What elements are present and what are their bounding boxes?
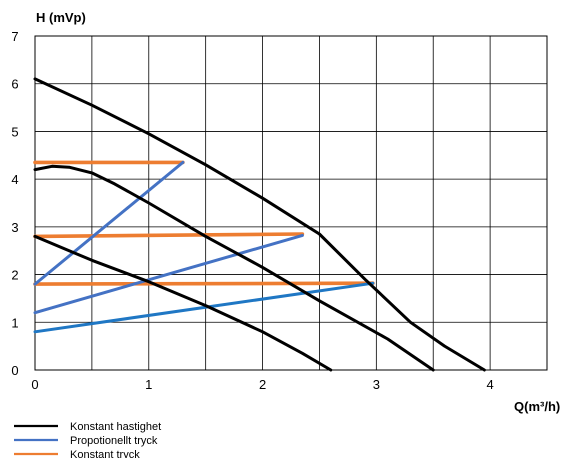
series-line xyxy=(33,234,333,372)
tick-labels: 0 1 2 3 4 0 1 2 3 4 5 6 7 xyxy=(11,29,493,392)
y-tick-label: 7 xyxy=(11,29,18,44)
series-line xyxy=(33,160,185,286)
series-line xyxy=(33,281,375,286)
x-tick-label: 4 xyxy=(486,377,493,392)
x-axis-title: Q(m³/h) xyxy=(514,399,560,414)
y-axis-title: H (mVp) xyxy=(36,10,86,25)
series-line xyxy=(33,281,375,334)
x-tick-label: 0 xyxy=(31,377,38,392)
series-line xyxy=(33,164,435,372)
legend: Konstant hastighet Propotionellt tryck Kon… xyxy=(14,421,161,458)
y-tick-label: 2 xyxy=(11,268,18,283)
x-tick-label: 3 xyxy=(373,377,380,392)
legend-label: Propotionellt tryck xyxy=(70,435,158,447)
y-tick-label: 0 xyxy=(11,363,18,378)
y-tick-label: 5 xyxy=(11,124,18,139)
y-tick-label: 1 xyxy=(11,315,18,330)
series-layer xyxy=(33,77,486,372)
y-tick-label: 6 xyxy=(11,77,18,92)
series-line xyxy=(33,77,486,372)
y-tick-label: 4 xyxy=(11,172,18,187)
grid xyxy=(34,35,548,371)
x-tick-label: 1 xyxy=(145,377,152,392)
y-tick-label: 3 xyxy=(11,220,18,235)
legend-label: Konstant tryck xyxy=(70,449,140,458)
series-line xyxy=(33,233,304,315)
x-tick-label: 2 xyxy=(259,377,266,392)
legend-label: Konstant hastighet xyxy=(70,421,161,433)
series-line xyxy=(33,232,305,239)
